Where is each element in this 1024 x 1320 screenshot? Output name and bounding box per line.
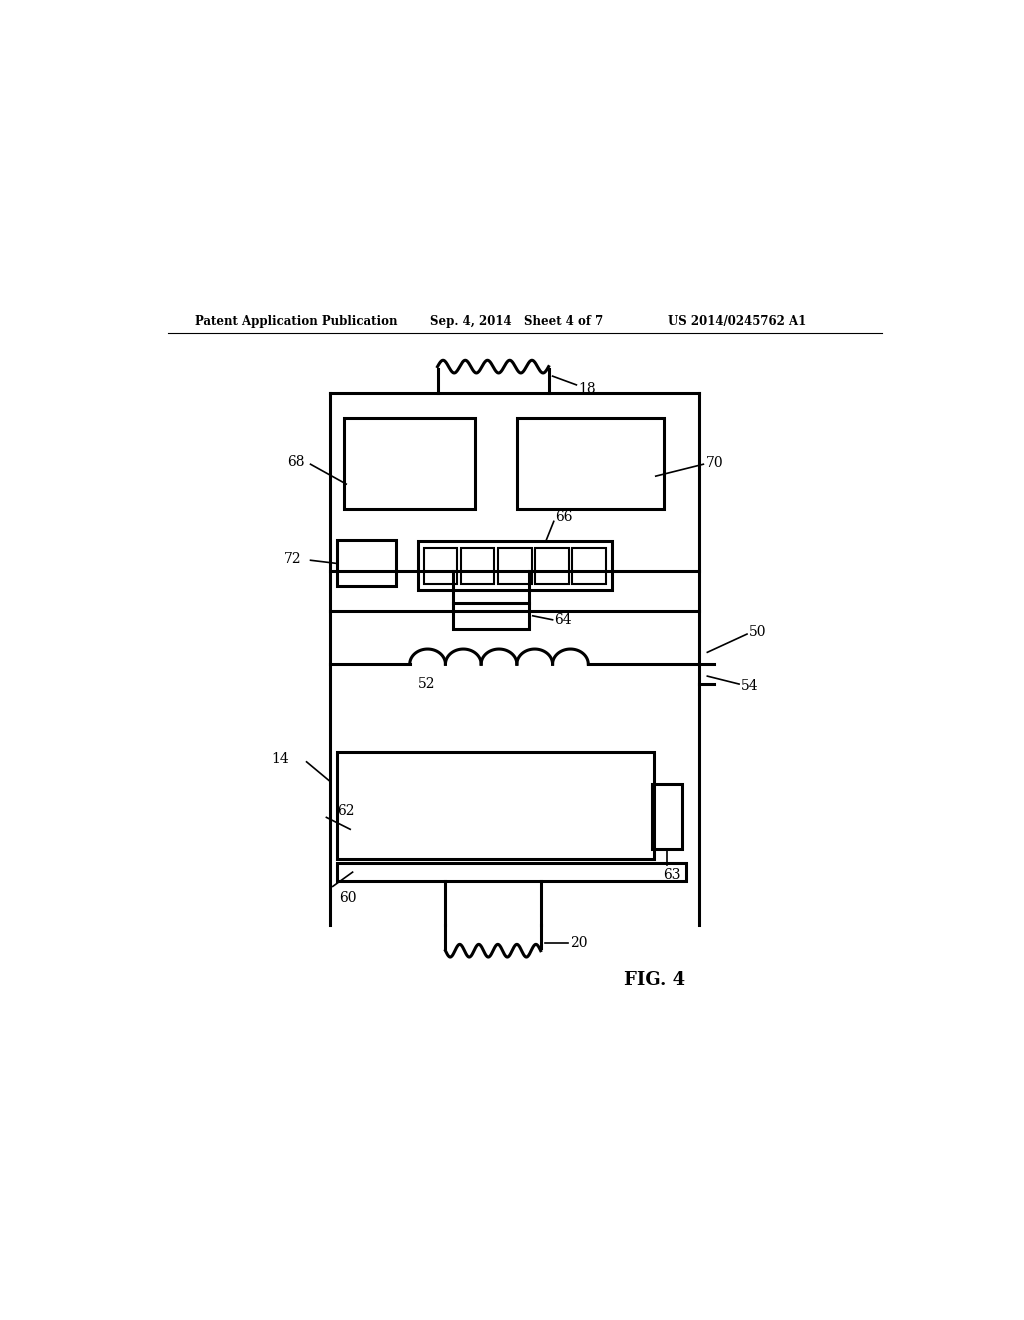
Text: Sep. 4, 2014   Sheet 4 of 7: Sep. 4, 2014 Sheet 4 of 7 [430, 315, 603, 327]
Bar [454, 603, 528, 628]
Bar [418, 541, 612, 590]
Bar [572, 548, 606, 583]
Bar [517, 418, 664, 510]
Text: 18: 18 [578, 381, 596, 396]
Bar [536, 548, 568, 583]
Bar [499, 548, 531, 583]
Text: 70: 70 [706, 455, 723, 470]
Text: 62: 62 [337, 804, 354, 818]
Text: US 2014/0245762 A1: US 2014/0245762 A1 [668, 315, 806, 327]
Bar [337, 540, 396, 586]
Text: Patent Application Publication: Patent Application Publication [196, 315, 398, 327]
Text: 20: 20 [570, 936, 588, 950]
Text: 60: 60 [339, 891, 356, 906]
Text: 50: 50 [749, 626, 766, 639]
Text: 14: 14 [270, 752, 289, 767]
Bar [461, 548, 495, 583]
Bar [337, 863, 686, 880]
Bar [424, 548, 458, 583]
Text: 52: 52 [418, 677, 435, 692]
Text: 68: 68 [287, 455, 304, 469]
Text: FIG. 4: FIG. 4 [624, 972, 685, 989]
Text: 72: 72 [285, 552, 302, 566]
Bar [652, 784, 682, 849]
Text: 66: 66 [555, 511, 572, 524]
Text: 63: 63 [663, 867, 680, 882]
Text: 64: 64 [554, 612, 571, 627]
Text: 54: 54 [740, 680, 759, 693]
Bar [344, 418, 475, 510]
Bar [337, 751, 654, 858]
